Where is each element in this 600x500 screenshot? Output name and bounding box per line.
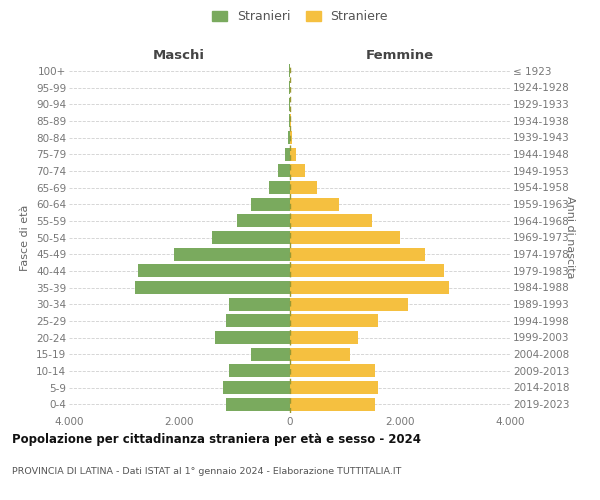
Bar — [289, 114, 290, 128]
Bar — [290, 148, 296, 160]
Bar — [285, 148, 290, 160]
Bar — [290, 231, 400, 244]
Y-axis label: Anni di nascita: Anni di nascita — [565, 196, 575, 278]
Bar — [251, 348, 290, 360]
Bar — [290, 214, 372, 228]
Bar — [290, 264, 444, 278]
Bar — [290, 248, 425, 260]
Bar — [290, 348, 350, 360]
Bar — [226, 314, 290, 328]
Bar — [229, 364, 290, 378]
Bar — [290, 198, 339, 210]
Bar — [290, 364, 375, 378]
Bar — [290, 331, 358, 344]
Bar — [290, 181, 317, 194]
Bar — [290, 381, 378, 394]
Bar — [290, 131, 292, 144]
Bar — [288, 131, 290, 144]
Bar — [237, 214, 290, 228]
Bar — [226, 398, 290, 410]
Bar — [138, 264, 290, 278]
Bar — [135, 281, 290, 294]
Bar — [223, 381, 290, 394]
Text: PROVINCIA DI LATINA - Dati ISTAT al 1° gennaio 2024 - Elaborazione TUTTITALIA.IT: PROVINCIA DI LATINA - Dati ISTAT al 1° g… — [12, 468, 401, 476]
Bar — [251, 198, 290, 210]
Bar — [174, 248, 290, 260]
Bar — [290, 164, 305, 177]
Bar — [278, 164, 290, 177]
Text: Maschi: Maschi — [153, 48, 205, 62]
Text: Femmine: Femmine — [365, 48, 434, 62]
Bar — [229, 298, 290, 310]
Bar — [290, 298, 408, 310]
Y-axis label: Fasce di età: Fasce di età — [20, 204, 31, 270]
Legend: Stranieri, Straniere: Stranieri, Straniere — [208, 6, 392, 26]
Text: Popolazione per cittadinanza straniera per età e sesso - 2024: Popolazione per cittadinanza straniera p… — [12, 432, 421, 446]
Bar — [290, 281, 449, 294]
Bar — [290, 398, 375, 410]
Bar — [269, 181, 290, 194]
Bar — [212, 231, 290, 244]
Bar — [290, 314, 378, 328]
Bar — [215, 331, 290, 344]
